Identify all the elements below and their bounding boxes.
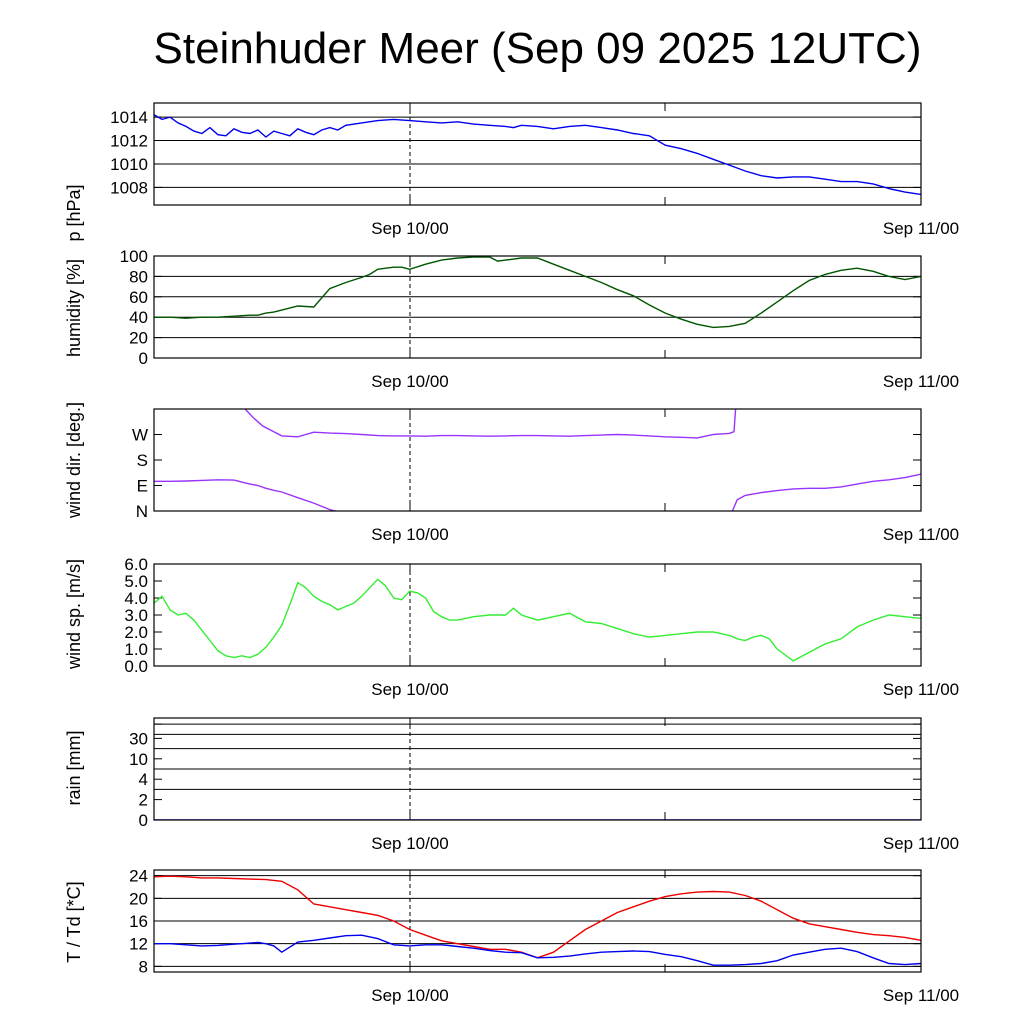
x-tick-label: Sep 10/00	[371, 219, 449, 238]
y-tick-label: 60	[129, 288, 148, 307]
panel-wind_speed: 0.01.02.03.04.05.06.0 wind sp. [m/s] Sep 1…	[64, 555, 959, 699]
y-axis-label: humidity [%]	[64, 259, 84, 357]
y-tick-label: 30	[129, 729, 148, 748]
plot-frame	[153, 717, 922, 821]
y-tick-label: N	[136, 502, 148, 521]
y-tick-label: 80	[129, 267, 148, 286]
plot-frame	[153, 563, 922, 667]
series-line-pressure-0	[154, 114, 921, 196]
y-tick-label: 0	[139, 349, 148, 368]
y-tick-label: 0.0	[124, 657, 148, 676]
y-tick-label: E	[137, 477, 148, 496]
panel-temperature: 8 12 16 20 24 T / Td [*C] Sep 10/00 Sep 11/00	[64, 867, 959, 1005]
y-tick-label: 1.0	[124, 640, 148, 659]
y-tick-label: 2	[139, 791, 148, 810]
x-tick-label: Sep 10/00	[371, 680, 449, 699]
series-line-wind_direction-0	[154, 479, 338, 511]
y-tick-label: 1014	[110, 108, 148, 127]
series-line-temperature-1	[154, 934, 921, 966]
y-tick-label: 20	[129, 329, 148, 348]
y-tick-label: 4	[139, 770, 148, 789]
x-tick-label: Sep 11/00	[883, 834, 959, 853]
y-tick-label: 2.0	[124, 623, 148, 642]
x-tick-label: Sep 11/00	[883, 525, 959, 544]
series-line-humidity-0	[154, 256, 921, 329]
x-tick-label: Sep 10/00	[371, 986, 449, 1005]
series-line-wind_direction-1	[244, 409, 737, 439]
x-tick-label: Sep 10/00	[371, 372, 449, 391]
y-tick-label: 4.0	[124, 589, 148, 608]
series-line-wind_speed-0	[154, 578, 921, 662]
y-axis-label: wind dir. [deg.]	[64, 402, 84, 519]
y-tick-label: 1010	[110, 155, 148, 174]
y-tick-label: 16	[129, 912, 148, 931]
y-tick-label: 5.0	[124, 572, 148, 591]
y-tick-label: W	[132, 426, 148, 445]
y-tick-label: 100	[120, 247, 148, 266]
y-tick-label: 1012	[110, 132, 148, 151]
x-tick-label: Sep 11/00	[883, 219, 959, 238]
plot-frame	[153, 102, 922, 206]
y-tick-label: 0	[139, 811, 148, 830]
y-axis-label: rain [mm]	[64, 730, 84, 805]
chart-title: Steinhuder Meer (Sep 09 2025 12UTC)	[153, 24, 922, 73]
y-tick-label: 1008	[110, 178, 148, 197]
x-tick-label: Sep 11/00	[883, 680, 959, 699]
y-tick-label: 12	[129, 935, 148, 954]
y-tick-label: 10	[129, 750, 148, 769]
panel-rain: 02 410 30 rain [mm] Sep 10/00 Sep 11/00	[64, 717, 959, 853]
y-tick-label: 24	[129, 867, 148, 886]
x-tick-label: Sep 11/00	[883, 986, 959, 1005]
y-tick-label: 6.0	[124, 555, 148, 574]
y-tick-label: 20	[129, 889, 148, 908]
plot-frame	[153, 408, 922, 512]
plot-frame	[153, 255, 922, 359]
y-tick-label: 3.0	[124, 606, 148, 625]
y-axis-label: wind sp. [m/s]	[64, 559, 84, 670]
y-tick-label: S	[137, 451, 148, 470]
panel-pressure: 1008 1010 1012 1014 p [hPa] Sep 10/00 Sep 11/0…	[64, 102, 959, 242]
y-tick-label: 40	[129, 308, 148, 327]
y-axis-label: p [hPa]	[64, 184, 84, 241]
series-line-temperature-0	[154, 875, 921, 959]
plot-frame	[153, 869, 922, 973]
series-line-wind_direction-2	[731, 473, 921, 511]
y-tick-label: 8	[139, 957, 148, 976]
x-tick-label: Sep 10/00	[371, 834, 449, 853]
x-tick-label: Sep 11/00	[883, 372, 959, 391]
y-axis-label: T / Td [*C]	[64, 881, 84, 962]
x-tick-label: Sep 10/00	[371, 525, 449, 544]
